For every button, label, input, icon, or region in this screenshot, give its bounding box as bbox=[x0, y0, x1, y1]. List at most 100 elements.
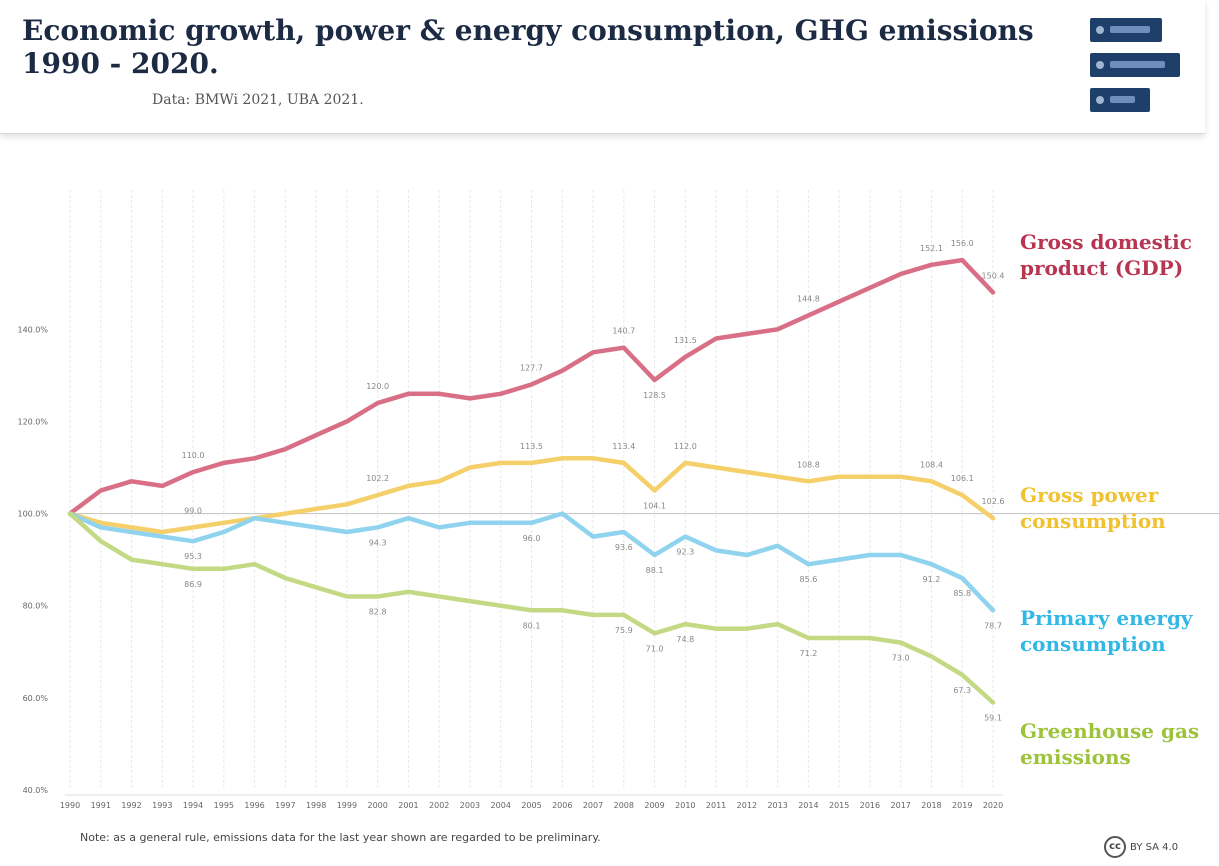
y-tick-label: 140.0% bbox=[17, 325, 48, 334]
x-tick-label: 2003 bbox=[460, 801, 480, 810]
x-tick-label: 2009 bbox=[644, 801, 664, 810]
data-label-gdp: 140.7 bbox=[612, 327, 635, 336]
x-tick-label: 2005 bbox=[521, 801, 541, 810]
y-tick-label: 60.0% bbox=[23, 694, 49, 703]
data-label-power: 113.5 bbox=[520, 442, 543, 451]
x-tick-label: 1994 bbox=[183, 801, 203, 810]
x-tick-label: 2013 bbox=[767, 801, 787, 810]
data-label-power: 112.0 bbox=[674, 442, 697, 451]
x-tick-label: 2015 bbox=[829, 801, 849, 810]
x-tick-label: 2010 bbox=[675, 801, 695, 810]
data-label-ghg: 82.8 bbox=[369, 607, 387, 616]
x-tick-label: 2018 bbox=[921, 801, 941, 810]
x-tick-label: 1999 bbox=[337, 801, 357, 810]
x-tick-label: 2011 bbox=[706, 801, 726, 810]
data-label-gdp: 127.7 bbox=[520, 364, 543, 373]
x-tick-label: 2001 bbox=[398, 801, 418, 810]
data-label-primary: 78.7 bbox=[984, 621, 1002, 630]
data-label-ghg: 86.9 bbox=[184, 580, 202, 589]
series-label-power-line2: consumption bbox=[1020, 509, 1166, 533]
chart-gridlines bbox=[69, 190, 994, 790]
data-label-ghg: 71.2 bbox=[799, 649, 817, 658]
data-label-ghg: 71.0 bbox=[646, 644, 664, 653]
series-line-ghg bbox=[67, 511, 996, 705]
series-lines bbox=[67, 257, 996, 705]
data-label-primary: 91.2 bbox=[923, 575, 941, 584]
series-label-gdp: Gross domestic bbox=[1020, 230, 1192, 254]
x-tick-label: 2014 bbox=[798, 801, 818, 810]
data-label-primary: 92.3 bbox=[676, 548, 694, 557]
data-label-primary: 95.3 bbox=[184, 552, 202, 561]
series-line-primary bbox=[67, 511, 996, 613]
x-tick-label: 1995 bbox=[214, 801, 234, 810]
logo-bar-2 bbox=[1090, 53, 1180, 77]
data-label-power: 104.1 bbox=[643, 502, 666, 511]
series-label-gdp-line2: product (GDP) bbox=[1020, 256, 1183, 280]
data-label-gdp: 110.0 bbox=[182, 451, 205, 460]
license-badge: cc BY SA 4.0 bbox=[1104, 836, 1178, 858]
data-label-primary: 93.6 bbox=[615, 543, 633, 552]
x-tick-label: 2016 bbox=[860, 801, 880, 810]
series-line-gdp bbox=[67, 257, 996, 516]
logo-bar-3 bbox=[1090, 88, 1150, 112]
data-label-power: 108.8 bbox=[797, 460, 820, 469]
chart-header: Economic growth, power & energy consumpt… bbox=[0, 0, 1205, 134]
data-label-primary: 85.6 bbox=[799, 575, 817, 584]
license-text: BY SA 4.0 bbox=[1130, 841, 1179, 853]
footnote: Note: as a general rule, emissions data … bbox=[80, 831, 601, 844]
data-label-gdp: 144.8 bbox=[797, 294, 820, 303]
y-tick-label: 100.0% bbox=[17, 510, 48, 519]
chart-source: Data: BMWi 2021, UBA 2021. bbox=[152, 92, 364, 108]
x-tick-label: 1990 bbox=[60, 801, 80, 810]
logo-bar-1 bbox=[1090, 18, 1162, 42]
x-tick-label: 2017 bbox=[891, 801, 911, 810]
data-label-ghg: 59.1 bbox=[984, 713, 1002, 722]
data-label-primary: 85.8 bbox=[953, 589, 971, 598]
data-label-power: 99.0 bbox=[184, 506, 202, 515]
data-label-primary: 88.1 bbox=[646, 566, 664, 575]
x-tick-label: 1992 bbox=[121, 801, 141, 810]
x-tick-label: 2019 bbox=[952, 801, 972, 810]
x-tick-label: 2020 bbox=[983, 801, 1003, 810]
y-tick-label: 40.0% bbox=[23, 786, 49, 795]
series-label-primary: Primary energy bbox=[1020, 606, 1194, 630]
x-tick-label: 2007 bbox=[583, 801, 603, 810]
y-axis: 40.0% 60.0% 80.0% 100.0% 120.0% 140.0% bbox=[17, 325, 48, 795]
data-label-ghg: 75.9 bbox=[615, 626, 633, 635]
data-label-ghg: 80.1 bbox=[523, 621, 541, 630]
data-label-gdp: 120.0 bbox=[366, 382, 389, 391]
data-label-ghg: 73.0 bbox=[892, 654, 910, 663]
x-tick-label: 1991 bbox=[91, 801, 111, 810]
data-label-gdp: 128.5 bbox=[643, 391, 666, 400]
x-tick-label: 2012 bbox=[737, 801, 757, 810]
data-label-power: 102.6 bbox=[982, 497, 1005, 506]
y-tick-label: 80.0% bbox=[23, 602, 49, 611]
x-tick-label: 1998 bbox=[306, 801, 326, 810]
y-tick-label: 120.0% bbox=[17, 417, 48, 426]
data-label-gdp: 150.4 bbox=[982, 271, 1005, 280]
data-label-ghg: 67.3 bbox=[953, 686, 971, 695]
x-tick-label: 2000 bbox=[367, 801, 387, 810]
data-label-gdp: 156.0 bbox=[951, 239, 974, 248]
data-label-primary: 94.3 bbox=[369, 538, 387, 547]
data-label-ghg: 74.8 bbox=[676, 635, 694, 644]
data-label-primary: 96.0 bbox=[523, 534, 541, 543]
series-line-power bbox=[67, 456, 996, 535]
publisher-logo bbox=[1090, 18, 1182, 114]
x-tick-label: 2004 bbox=[491, 801, 511, 810]
data-label-gdp: 131.5 bbox=[674, 336, 697, 345]
x-tick-label: 1996 bbox=[244, 801, 264, 810]
chart-title: Economic growth, power & energy consumpt… bbox=[22, 14, 1034, 80]
x-tick-label: 2002 bbox=[429, 801, 449, 810]
data-labels: 110.0 120.0 127.7 140.7 128.5 131.5 144.8 152.1… bbox=[182, 239, 1005, 722]
data-label-power: 108.4 bbox=[920, 460, 943, 469]
x-tick-label: 2008 bbox=[614, 801, 634, 810]
data-label-power: 102.2 bbox=[366, 474, 389, 483]
data-label-power: 106.1 bbox=[951, 474, 974, 483]
series-label-ghg-line2: emissions bbox=[1020, 745, 1131, 769]
series-label-ghg: Greenhouse gas bbox=[1020, 719, 1199, 743]
data-label-power: 113.4 bbox=[612, 442, 635, 451]
creative-commons-icon: cc bbox=[1104, 836, 1126, 858]
